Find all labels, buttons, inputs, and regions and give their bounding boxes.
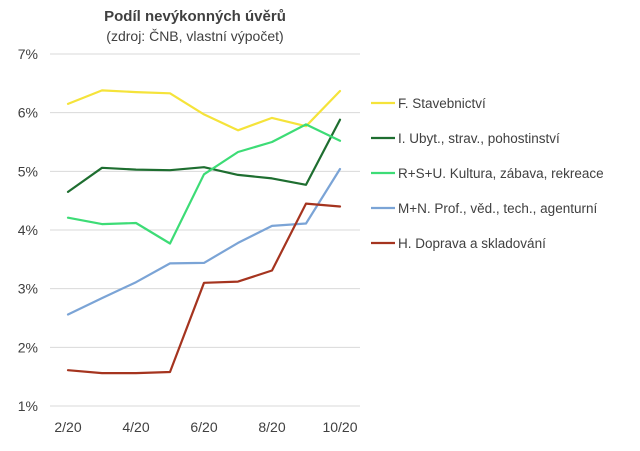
legend-item: F. Stavebnictví <box>371 96 486 111</box>
series-line <box>66 118 342 193</box>
legend-item: M+N. Prof., věd., tech., agenturní <box>371 201 597 216</box>
series-lines <box>66 89 342 375</box>
series-line <box>66 202 342 375</box>
legend-item: R+S+U. Kultura, zábava, rekreace <box>371 166 604 181</box>
legend-label: R+S+U. Kultura, zábava, rekreace <box>398 166 604 181</box>
gridlines <box>50 53 360 407</box>
legend-label: I. Ubyt., strav., pohostinství <box>398 131 560 146</box>
legend: F. Stavebnictví I. Ubyt., strav., pohosti… <box>371 96 604 251</box>
legend-label: M+N. Prof., věd., tech., agenturní <box>398 201 597 216</box>
series-line <box>66 123 342 245</box>
legend-label: H. Doprava a skladování <box>398 236 546 251</box>
x-tick-label: 2/20 <box>54 419 81 435</box>
x-tick-label: 4/20 <box>122 419 149 435</box>
y-tick-label: 5% <box>18 163 38 179</box>
x-tick-label: 8/20 <box>258 419 285 435</box>
y-tick-label: 7% <box>18 46 38 62</box>
legend-item: H. Doprava a skladování <box>371 236 546 251</box>
y-tick-label: 4% <box>18 222 38 238</box>
y-tick-label: 6% <box>18 105 38 121</box>
chart-subtitle: (zdroj: ČNB, vlastní výpočet) <box>106 28 283 44</box>
series-line <box>66 89 342 132</box>
y-tick-label: 1% <box>18 398 38 414</box>
y-tick-label: 3% <box>18 281 38 297</box>
x-axis-ticks: 2/20 4/20 6/20 8/20 10/20 <box>54 419 357 435</box>
series-line <box>66 167 342 316</box>
y-axis-ticks: 1% 2% 3% 4% 5% 6% 7% <box>18 46 38 414</box>
x-tick-label: 6/20 <box>190 419 217 435</box>
x-tick-label: 10/20 <box>322 419 357 435</box>
legend-item: I. Ubyt., strav., pohostinství <box>371 131 560 146</box>
chart-title: Podíl nevýkonných úvěrů <box>104 8 286 25</box>
legend-label: F. Stavebnictví <box>398 96 486 111</box>
y-tick-label: 2% <box>18 339 38 355</box>
